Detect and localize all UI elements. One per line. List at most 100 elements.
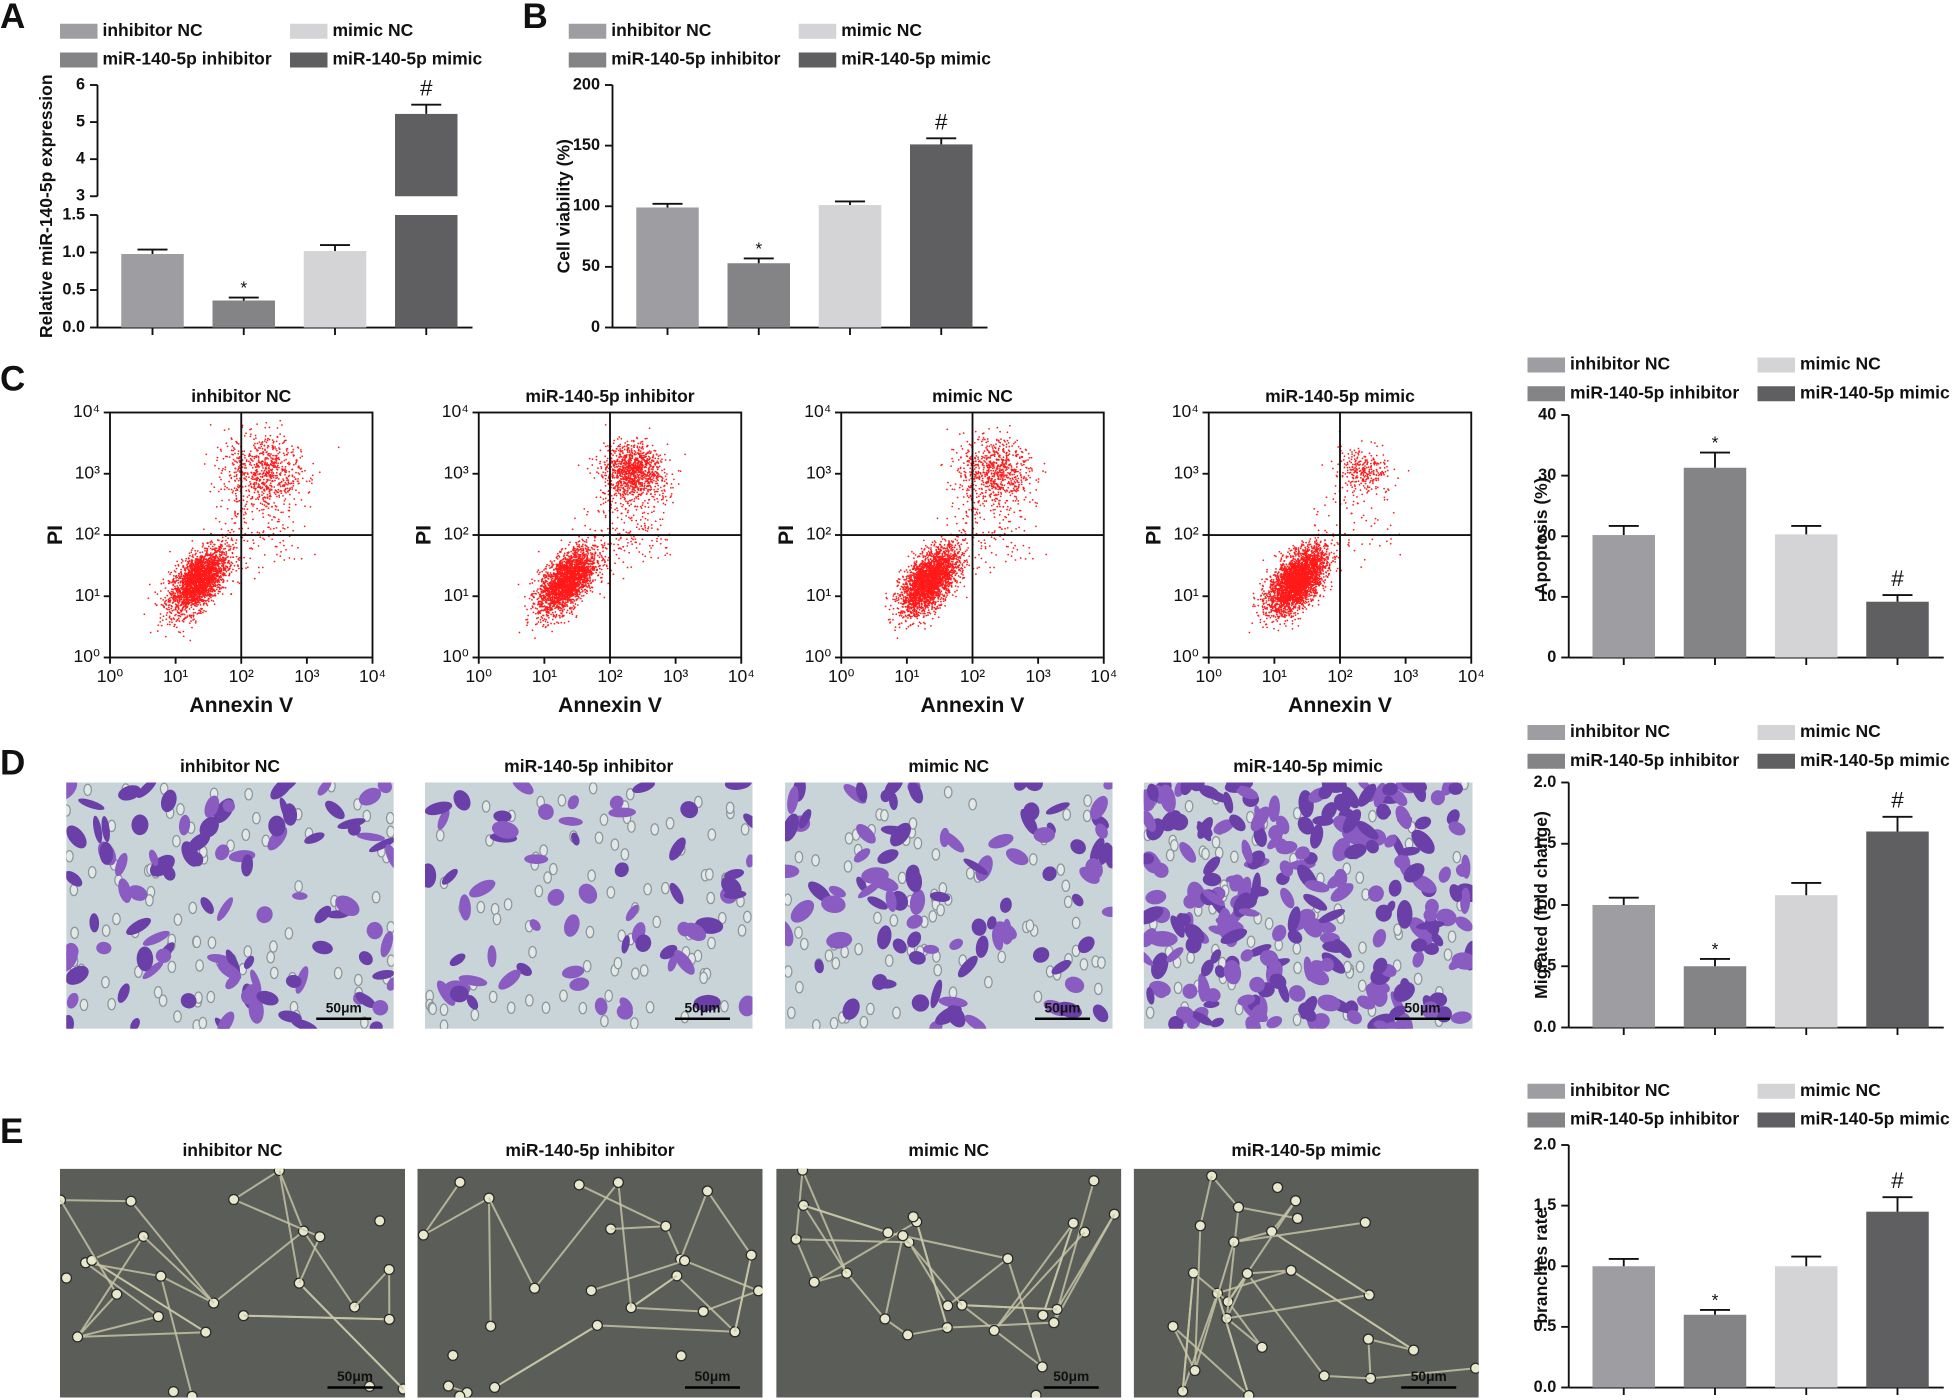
cell-dot [257,497,259,499]
y-tick-label: 100 [573,197,600,215]
cell-dot [154,591,156,593]
cell-dot [149,584,151,586]
cell-dot [291,469,293,471]
cell-dot [159,621,161,623]
cell-dot [256,508,258,510]
cell-dot [183,635,185,637]
cell-dot [296,459,298,461]
cell-dot [302,478,304,480]
cell-dot [279,420,281,422]
cell-dot [187,589,189,591]
panel-letter: C [0,360,25,399]
cell-dot [169,551,171,553]
cell-dot [192,563,194,565]
cell-dot [263,493,265,495]
cell-dot [572,590,574,592]
cell-dot [262,567,264,569]
cell-dot [595,545,597,547]
cell-dot [197,580,199,582]
cell-dot [195,583,197,585]
cell-dot [233,547,235,549]
cell-dot [194,598,196,600]
cell-dot [229,563,231,565]
cell-dot [301,471,303,473]
cell-dot [197,577,199,579]
cell-dot [263,530,265,532]
cell-dot [273,463,275,465]
cell-dot [261,442,263,444]
cell-dot [254,446,256,448]
cell-dot [260,444,262,446]
cell-dot [274,465,276,467]
cell-dot [564,552,566,554]
cell-dot [162,619,164,621]
legend-label: miR-140-5p mimic [333,49,483,69]
cell-dot [599,593,601,595]
cell-dot [193,573,195,575]
cell-dot [272,448,274,450]
cell-dot [288,516,290,518]
cell-dot [220,449,222,451]
error-bar [744,258,774,263]
cell-dot [245,522,247,524]
y-tick-label: 3 [76,187,85,205]
cell-dot [187,576,189,578]
cell-dot [237,470,239,472]
cell-dot [189,552,191,554]
cell-dot [261,470,263,472]
cell-dot [186,599,188,601]
cell-dot [249,481,251,483]
cell-dot [583,556,585,558]
cell-dot [246,479,248,481]
cell-dot [214,567,216,569]
cell-dot [591,547,593,549]
cell-dot [203,560,205,562]
y-tick-label: 4 [76,149,85,167]
cell-dot [174,624,176,626]
cell-dot [217,593,219,595]
cell-dot [229,456,231,458]
cell-dot [196,560,198,562]
cell-dot [283,460,285,462]
cell-dot [170,582,172,584]
cell-dot [310,506,312,508]
cell-dot [178,577,180,579]
cell-dot [171,619,173,621]
cell-dot [587,553,589,555]
cell-dot [213,581,215,583]
cell-dot [280,462,282,464]
cell-dot [211,558,213,560]
cell-dot [227,530,229,532]
cell-dot [272,465,274,467]
cell-dot [210,552,212,554]
cell-dot [260,476,262,478]
cell-dot [301,455,303,457]
cell-dot [284,455,286,457]
cell-dot [276,456,278,458]
cell-dot [233,522,235,524]
cell-dot [162,578,164,580]
cell-dot [222,572,224,574]
cell-dot [189,555,191,557]
cell-dot [265,497,267,499]
cell-dot [208,586,210,588]
cell-dot [211,575,213,577]
cell-dot [284,528,286,530]
bar [728,263,791,327]
cell-dot [176,560,178,562]
cell-dot [234,500,236,502]
cell-dot [271,519,273,521]
cell-dot [248,454,250,456]
cell-dot [540,621,542,623]
cell-dot [228,546,230,548]
cell-dot [249,548,251,550]
cell-dot [232,553,234,555]
cell-dot [202,551,204,553]
cell-dot [233,459,235,461]
cell-dot [601,580,603,582]
cell-dot [176,600,178,602]
cell-dot [595,566,597,568]
cell-dot [214,603,216,605]
cell-dot [251,456,253,458]
cell-dot [180,582,182,584]
